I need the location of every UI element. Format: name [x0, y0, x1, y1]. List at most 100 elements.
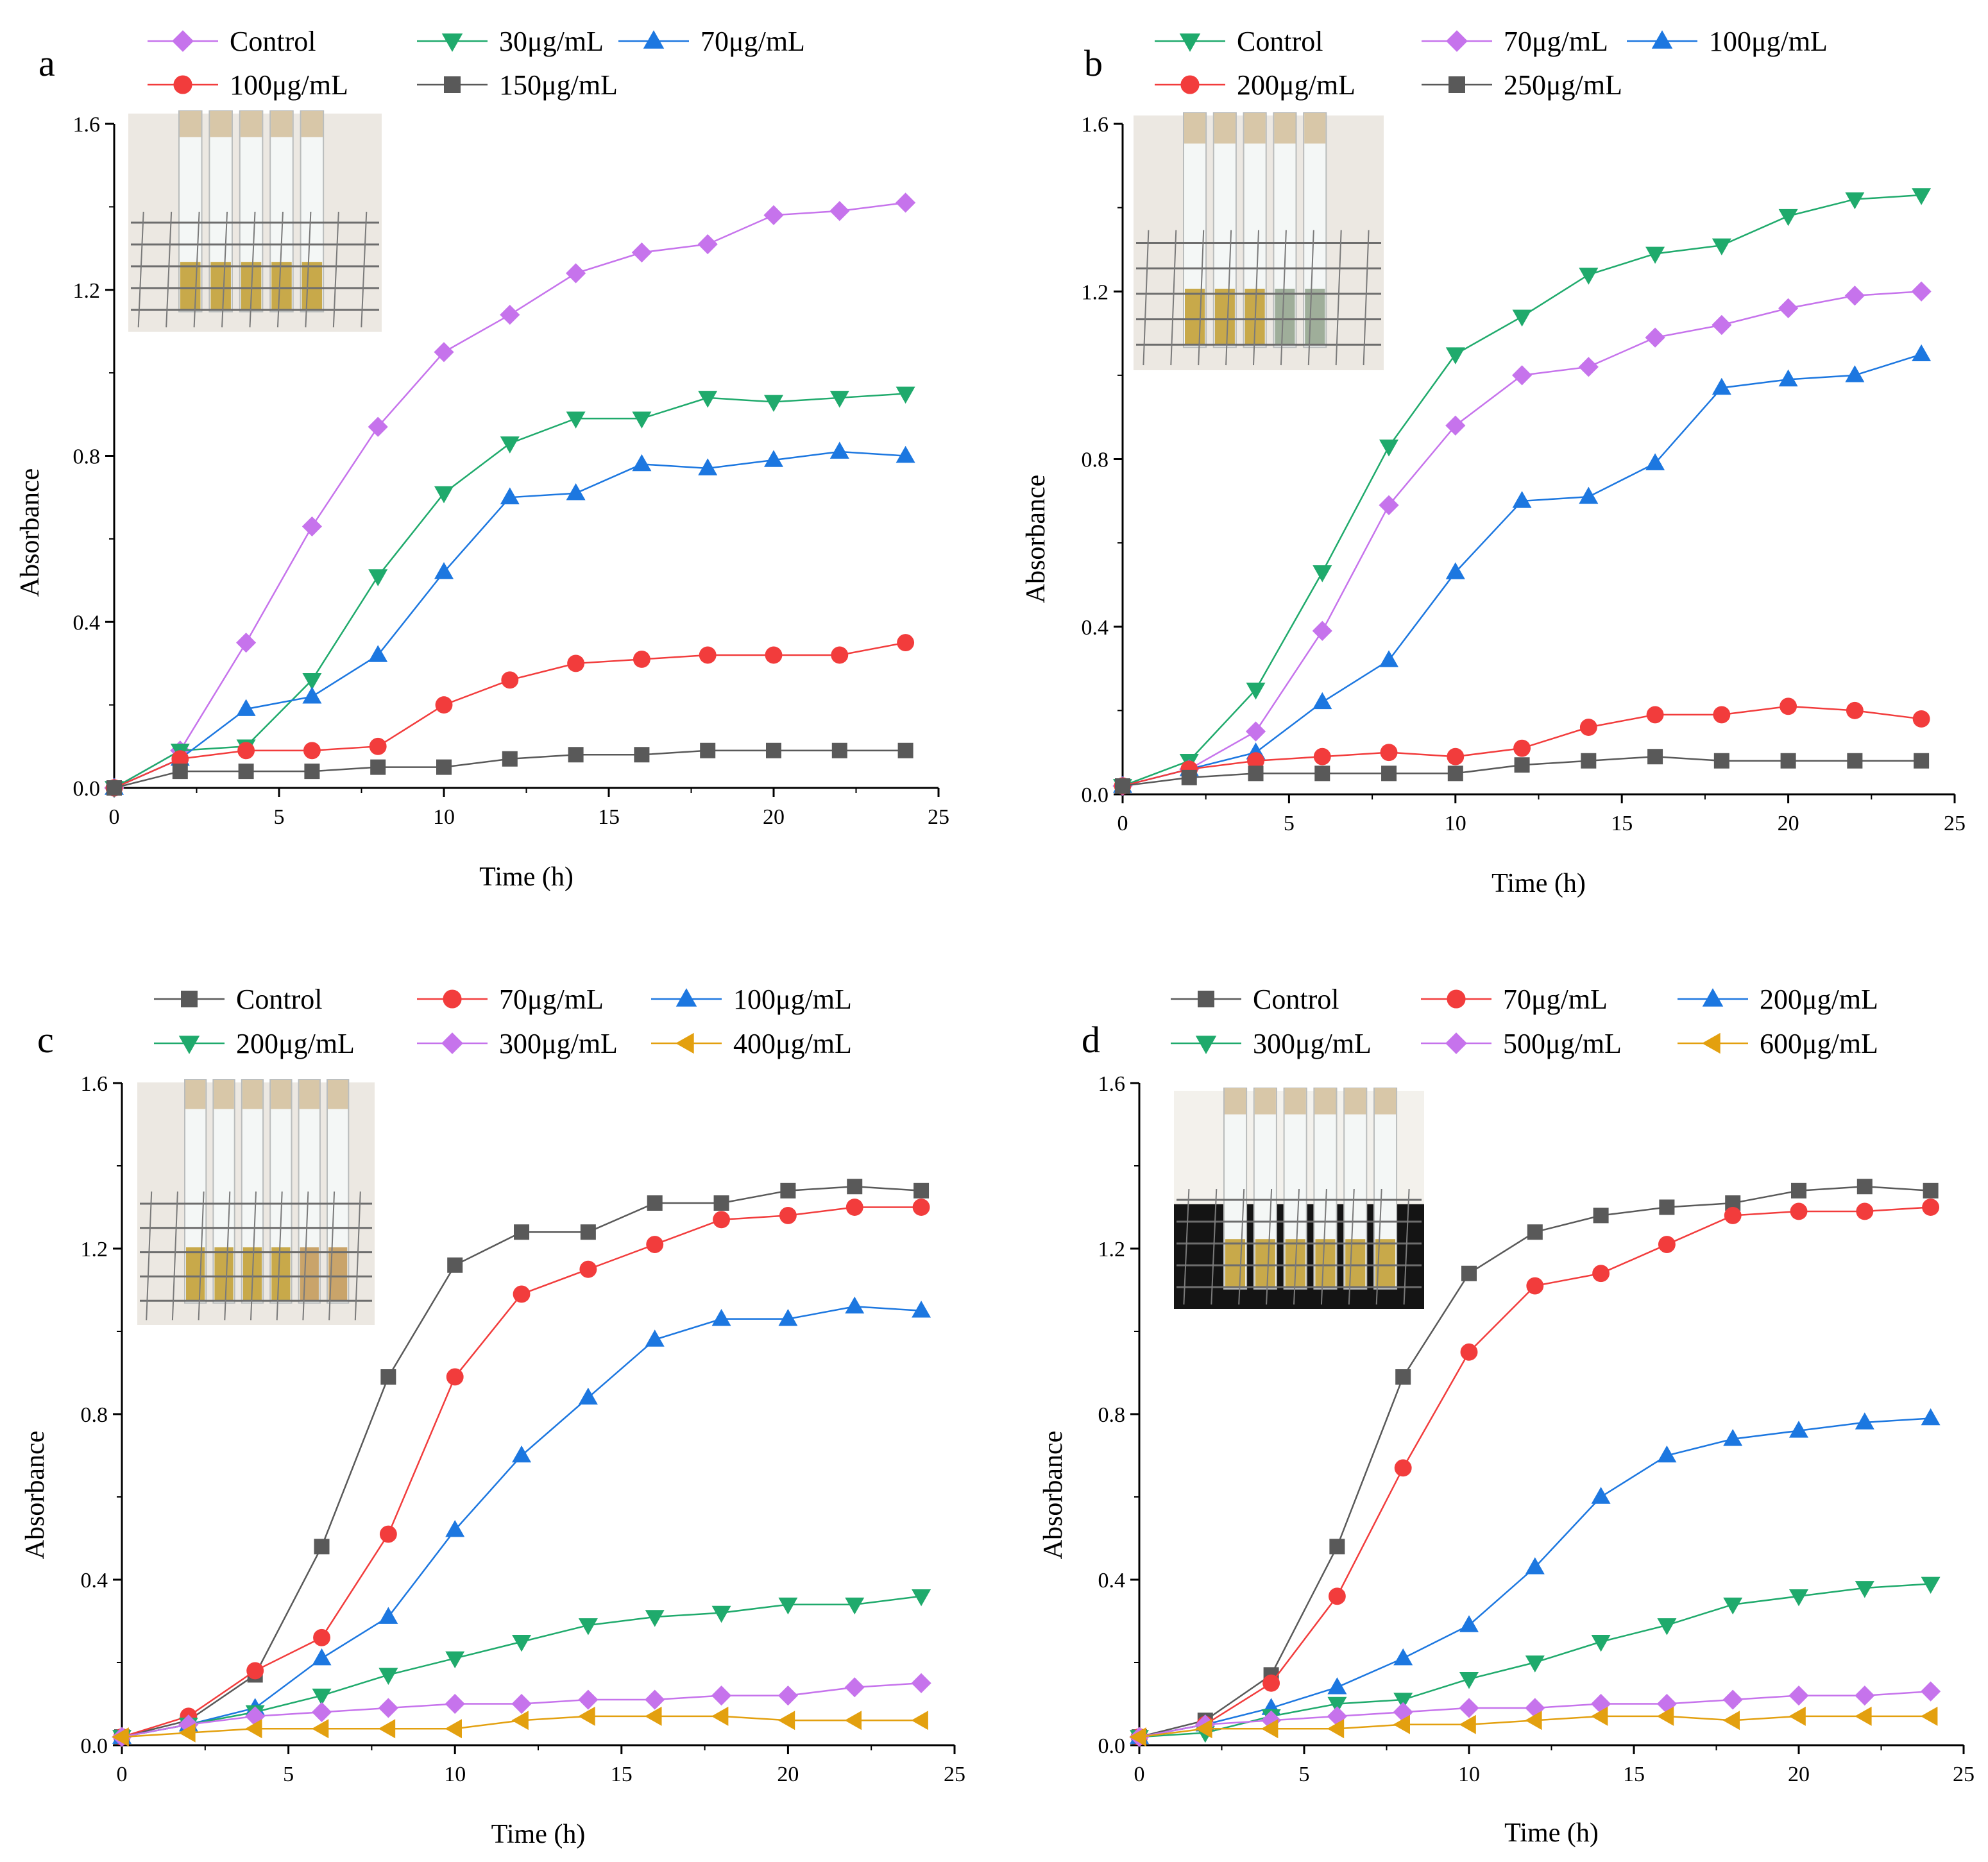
- data-point: [1581, 753, 1597, 769]
- data-point: [764, 450, 783, 467]
- data-point: [512, 1634, 532, 1652]
- inset-rack-wire: [1183, 1188, 1190, 1305]
- x-tick-label: 0: [109, 805, 120, 829]
- data-point: [304, 764, 320, 780]
- data-point: [700, 742, 716, 758]
- x-tick-label: 25: [928, 805, 949, 829]
- data-point: [500, 487, 520, 504]
- data-point: [763, 205, 784, 225]
- data-point: [699, 646, 717, 664]
- data-point: [897, 634, 915, 652]
- y-tick-label: 0.0: [1082, 783, 1109, 807]
- data-point: [1459, 1714, 1476, 1734]
- inset-rack-wire: [198, 1192, 205, 1320]
- data-point: [896, 192, 916, 213]
- data-point: [1712, 314, 1732, 336]
- data-point: [1845, 192, 1865, 210]
- y-tick-label: 0.0: [1098, 1734, 1126, 1758]
- data-point: [1645, 327, 1665, 348]
- x-tick-label: 0: [1117, 812, 1128, 835]
- y-tick-label: 0.0: [81, 1734, 108, 1758]
- data-point: [1788, 1706, 1806, 1726]
- data-point: [502, 751, 518, 767]
- inset-rack-wire: [1307, 230, 1314, 366]
- data-point: [1713, 706, 1731, 724]
- data-point: [829, 201, 850, 221]
- legend-label: Control: [236, 984, 322, 1015]
- data-point: [106, 780, 122, 796]
- data-point: [1380, 744, 1398, 762]
- legend-label: 70μg/mL: [1503, 984, 1608, 1015]
- inset-tube-cap: [328, 1080, 348, 1109]
- data-point: [514, 1224, 530, 1240]
- inset-rack-wire: [1363, 230, 1370, 366]
- legend-label: 500μg/mL: [1503, 1028, 1622, 1059]
- inset-tube-liquid: [1185, 288, 1205, 345]
- data-point: [1393, 1714, 1410, 1734]
- data-point: [302, 687, 322, 704]
- inset-tube-liquid: [214, 1247, 234, 1301]
- inset-rack-wire: [1375, 1188, 1382, 1305]
- data-point: [1181, 769, 1197, 785]
- data-point: [1129, 1727, 1146, 1747]
- y-tick-label: 0.4: [81, 1569, 108, 1593]
- inset-tube-liquid: [1305, 288, 1325, 345]
- legend-item: 250μg/mL: [1422, 69, 1622, 101]
- inset-tube-cap: [299, 1080, 319, 1109]
- data-point: [911, 1673, 931, 1693]
- inset-tube-liquid: [1255, 1239, 1275, 1287]
- data-point: [566, 483, 586, 500]
- x-tick-label: 5: [1284, 812, 1295, 835]
- data-point: [1855, 1581, 1874, 1598]
- data-point: [697, 234, 718, 255]
- data-point: [831, 742, 847, 758]
- data-point: [1725, 1195, 1741, 1211]
- data-point: [1789, 1421, 1808, 1438]
- inset-rack-wire: [1225, 230, 1232, 366]
- data-point: [1459, 1615, 1479, 1632]
- data-point: [633, 651, 650, 668]
- legend-item: 100μg/mL: [1627, 26, 1828, 57]
- data-point: [844, 1711, 862, 1730]
- inset-rack-wire: [221, 211, 228, 328]
- data-point: [1921, 1408, 1941, 1426]
- data-point: [303, 742, 321, 760]
- data-point: [1645, 246, 1665, 264]
- inset-tube-liquid: [1275, 288, 1295, 345]
- legend-label: 300μg/mL: [1253, 1028, 1372, 1059]
- data-point: [911, 1711, 928, 1730]
- legend-marker: [1198, 991, 1214, 1007]
- data-point: [646, 1236, 664, 1253]
- data-point: [369, 737, 387, 755]
- legend-marker: [643, 30, 665, 49]
- data-point: [1379, 440, 1399, 457]
- inset-rack-wire: [1143, 230, 1150, 366]
- data-point: [1780, 697, 1797, 715]
- data-point: [913, 1183, 930, 1199]
- legend-item: 100μg/mL: [651, 984, 852, 1015]
- data-point: [1912, 344, 1932, 362]
- inset-tube-cap: [1214, 113, 1236, 144]
- data-point: [1855, 1686, 1875, 1706]
- legend-item: Control: [148, 26, 316, 57]
- legend-label: 200μg/mL: [236, 1028, 355, 1059]
- data-point: [302, 516, 322, 537]
- legend-label: 200μg/mL: [1237, 69, 1355, 101]
- data-point: [777, 1711, 795, 1730]
- inset-tube-cap: [1375, 1088, 1397, 1115]
- data-point: [580, 1224, 596, 1240]
- inset-rack-wire: [224, 1192, 231, 1320]
- inset-tube-cap: [185, 1080, 206, 1109]
- legend-marker: [172, 30, 194, 52]
- y-tick-label: 0.8: [1098, 1403, 1126, 1427]
- data-point: [578, 1618, 598, 1636]
- series-100gml: [112, 1296, 931, 1744]
- data-point: [1921, 1576, 1941, 1594]
- y-tick-label: 0.4: [73, 611, 101, 635]
- legend-item: 70μg/mL: [1421, 984, 1608, 1015]
- legend-marker: [444, 76, 461, 93]
- inset-tube-cap: [1345, 1088, 1366, 1115]
- data-point: [1447, 747, 1465, 765]
- data-point: [1247, 752, 1264, 770]
- x-tick-label: 15: [1623, 1763, 1645, 1786]
